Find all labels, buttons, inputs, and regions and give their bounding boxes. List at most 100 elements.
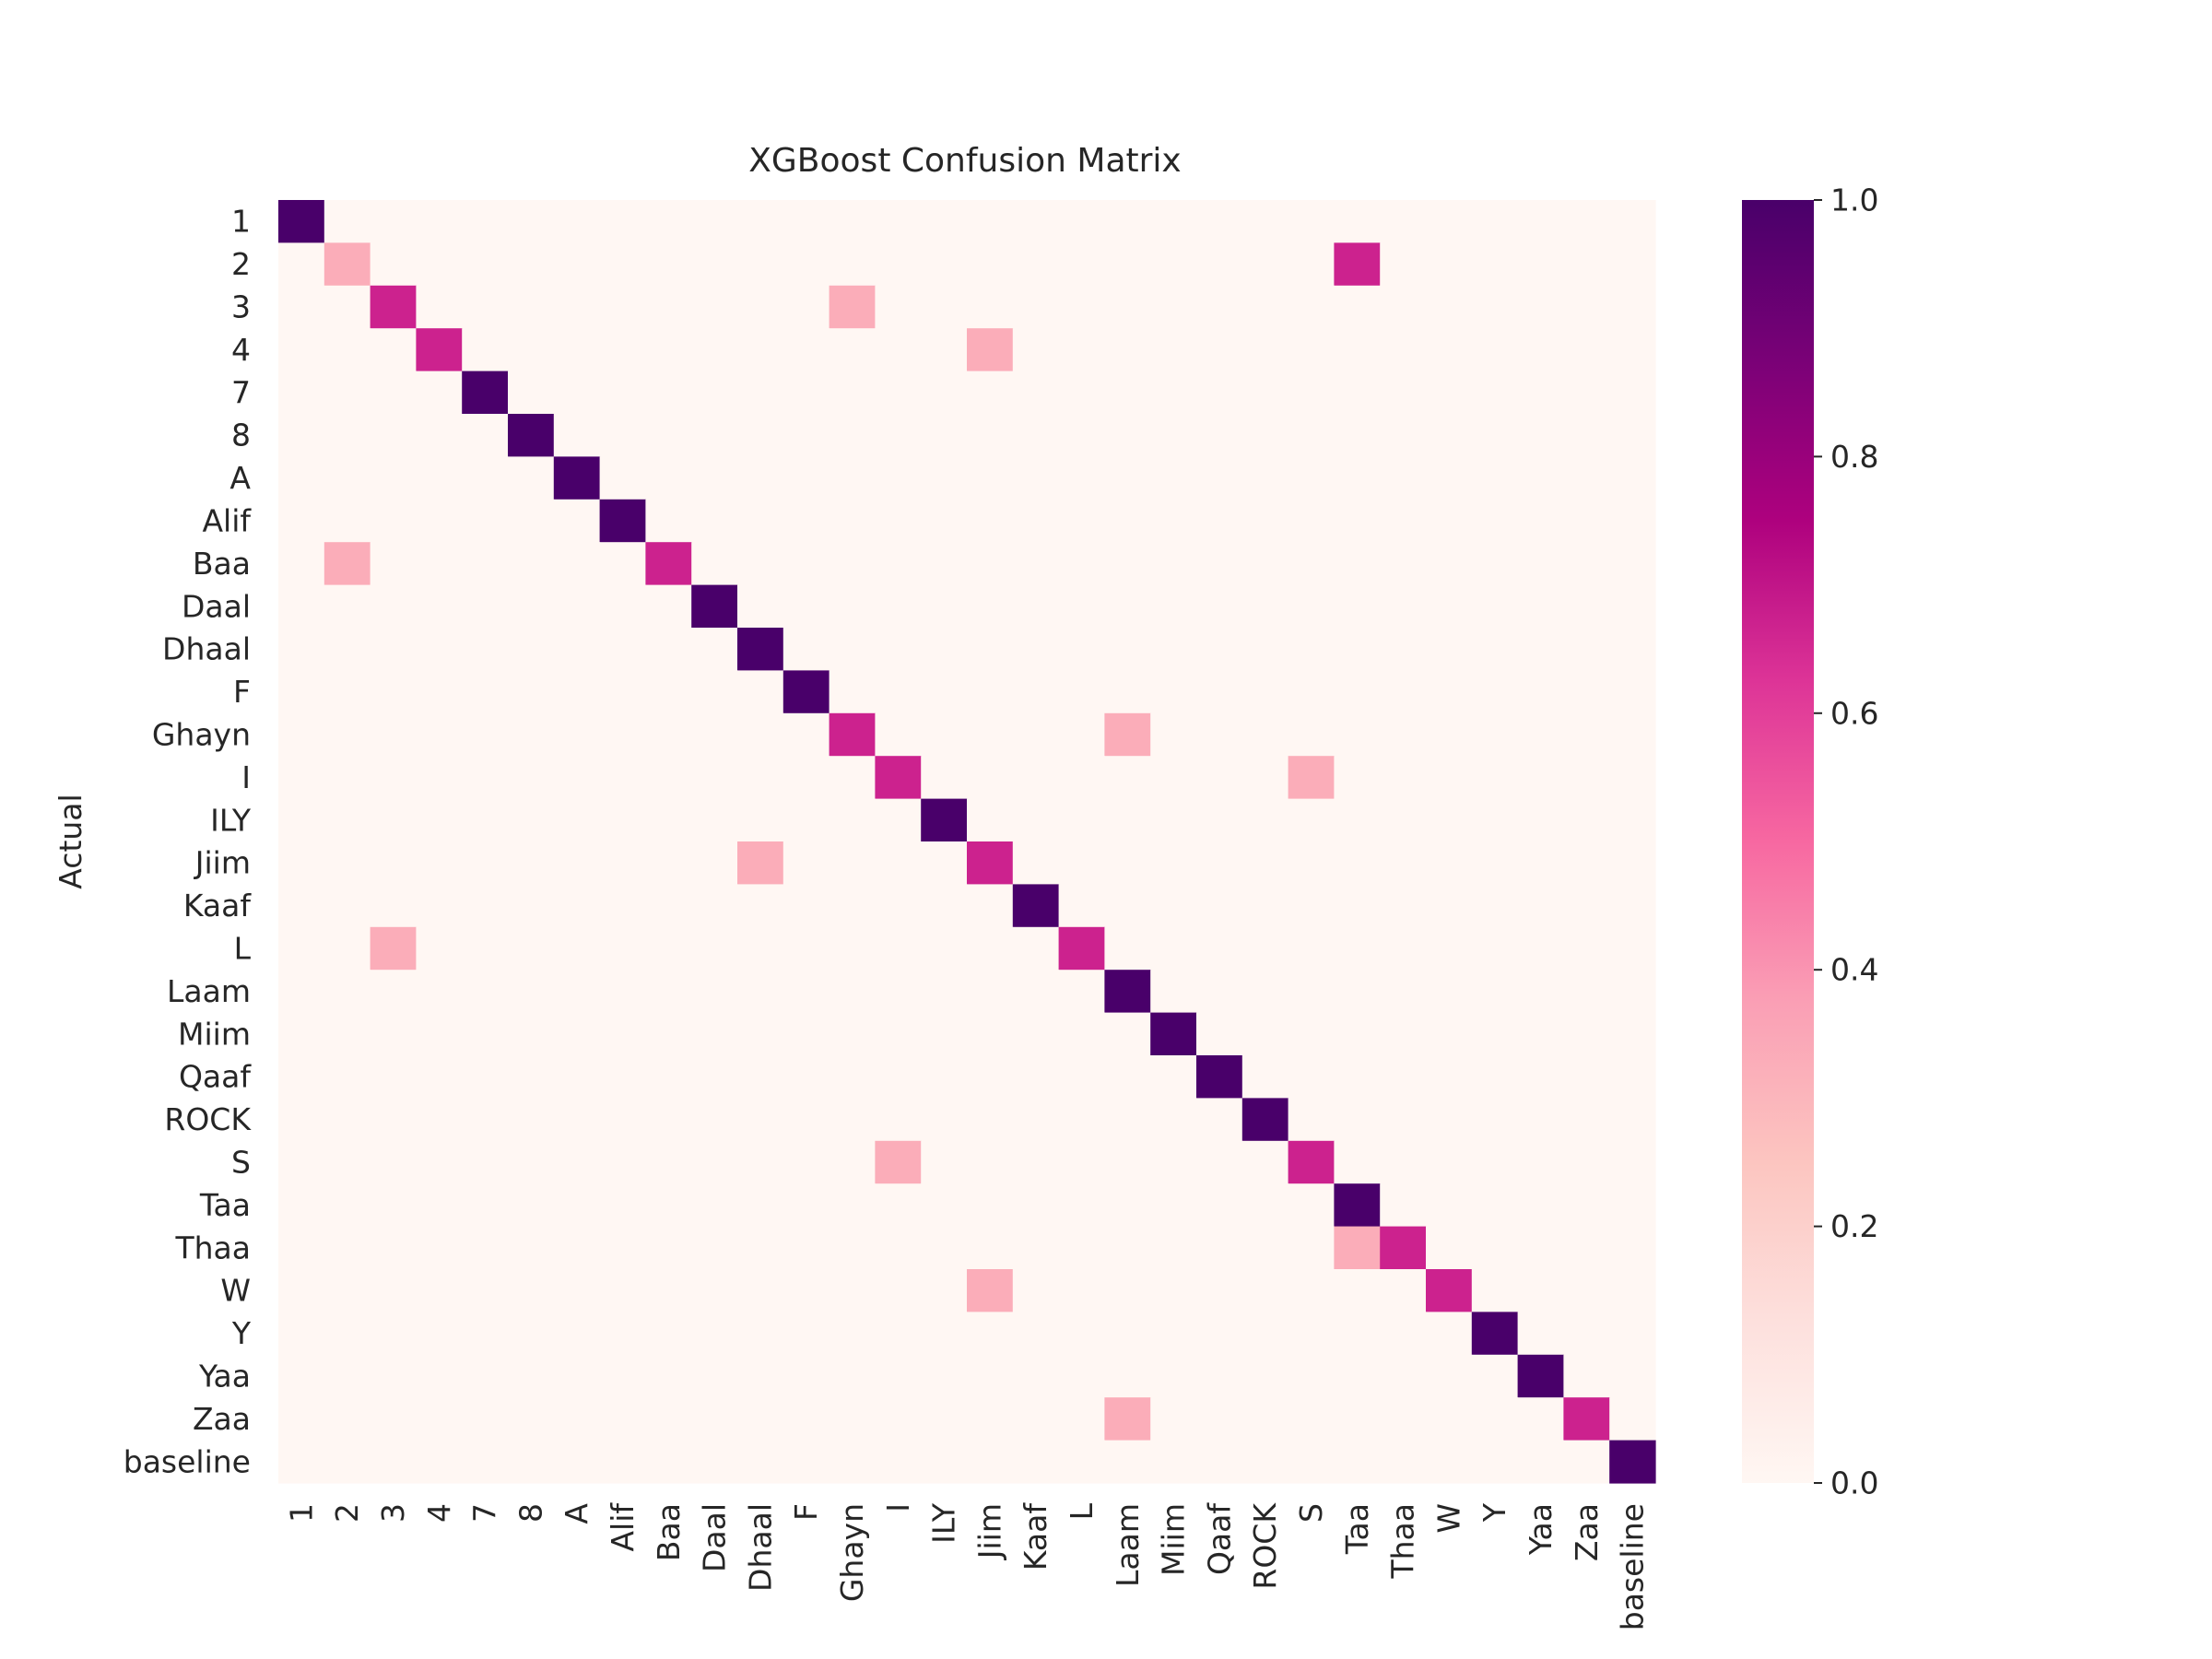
heatmap-cell	[875, 1397, 922, 1441]
heatmap-cell	[416, 242, 463, 287]
heatmap-cell	[324, 242, 371, 287]
chart-title: XGBoost Confusion Matrix	[748, 142, 1181, 180]
heatmap-cell	[645, 670, 692, 714]
heatmap-cell	[1471, 756, 1519, 800]
heatmap-cell	[921, 1012, 968, 1056]
heatmap-cell	[645, 542, 692, 586]
heatmap-cell	[508, 798, 555, 842]
heatmap-cell	[1334, 1183, 1381, 1228]
heatmap-cell	[1334, 1140, 1381, 1184]
heatmap-cell	[1058, 200, 1105, 243]
heatmap-cell	[1288, 756, 1335, 800]
heatmap-cell	[1058, 1098, 1105, 1142]
heatmap-cell	[462, 456, 509, 500]
heatmap-cell	[1150, 670, 1197, 714]
heatmap-cell	[599, 798, 646, 842]
x-tick-label: baseline	[1615, 1503, 1651, 1630]
heatmap-cell	[1104, 1354, 1151, 1398]
heatmap-cell	[508, 499, 555, 543]
heatmap-cell	[1196, 1354, 1243, 1398]
y-axis-label: Actual	[53, 794, 88, 888]
heatmap-cell	[416, 499, 463, 543]
heatmap-cell	[782, 499, 830, 543]
heatmap-cell	[875, 285, 922, 329]
heatmap-cell	[324, 371, 371, 415]
heatmap-cell	[324, 584, 371, 629]
heatmap-cell	[782, 1312, 830, 1356]
y-tick-label: A	[229, 460, 251, 496]
heatmap-cell	[324, 1183, 371, 1228]
heatmap-cell	[508, 414, 555, 457]
heatmap-cell	[1241, 242, 1289, 287]
x-tick-label: I	[880, 1503, 916, 1512]
colorbar-tick-label: 0.0	[1830, 1465, 1878, 1501]
heatmap-cell	[1426, 414, 1473, 457]
heatmap-cell	[1058, 712, 1105, 757]
heatmap-cell	[1609, 926, 1656, 971]
heatmap-cell	[1288, 285, 1335, 329]
heatmap-cell	[645, 414, 692, 457]
heatmap-cell	[508, 242, 555, 287]
heatmap-cell	[1012, 1269, 1060, 1312]
heatmap-cell	[278, 1269, 325, 1312]
x-tick-label: 3	[375, 1503, 411, 1523]
heatmap-cell	[829, 1269, 876, 1312]
heatmap-cell	[1609, 798, 1656, 842]
heatmap-cell	[875, 1269, 922, 1312]
heatmap-cell	[967, 841, 1014, 885]
x-tick-label: Y	[1477, 1502, 1512, 1523]
heatmap-cell	[1104, 1183, 1151, 1228]
heatmap-cell	[1058, 1183, 1105, 1228]
heatmap-cell	[829, 841, 876, 885]
heatmap-cell	[1288, 670, 1335, 714]
heatmap-cell	[553, 798, 601, 842]
heatmap-cell	[370, 926, 417, 971]
y-tick-label: 7	[231, 374, 251, 410]
heatmap-cell	[1471, 1312, 1519, 1356]
heatmap-cell	[645, 1269, 692, 1312]
y-tick-labels: 1 2 3 4 7 8 A Alif Baa Daal Dhaal F Ghayn I ILY Jiim Kaa…	[124, 204, 253, 1480]
x-tick-label: Zaa	[1569, 1503, 1605, 1561]
heatmap-cell	[737, 1440, 784, 1484]
heatmap-cell	[829, 1183, 876, 1228]
heatmap-cell	[875, 756, 922, 800]
heatmap-cell	[782, 542, 830, 586]
heatmap-cell	[1288, 1269, 1335, 1312]
heatmap-cell	[737, 756, 784, 800]
heatmap-cell	[1288, 328, 1335, 372]
heatmap-cell	[1104, 1312, 1151, 1356]
heatmap-cell	[370, 371, 417, 415]
x-tick-label: Alif	[605, 1502, 641, 1552]
heatmap-cell	[462, 670, 509, 714]
heatmap-cell	[462, 798, 509, 842]
heatmap-cell	[829, 542, 876, 586]
heatmap-cell	[278, 1226, 325, 1270]
heatmap-cell	[782, 1140, 830, 1184]
heatmap-cell	[1196, 1397, 1243, 1441]
heatmap-cell	[599, 756, 646, 800]
heatmap-cell	[1563, 884, 1610, 928]
heatmap-cell	[1058, 499, 1105, 543]
heatmap-cell	[1150, 1397, 1197, 1441]
heatmap-cell	[553, 970, 601, 1014]
heatmap-cell	[1426, 1312, 1473, 1356]
heatmap-cell	[1012, 1055, 1060, 1099]
heatmap-cell	[1241, 1354, 1289, 1398]
x-tick-label: Baa	[651, 1503, 687, 1561]
heatmap-cell	[921, 970, 968, 1014]
heatmap-cell	[1471, 1269, 1519, 1312]
heatmap-cell	[324, 499, 371, 543]
y-tick-label: Alif	[202, 503, 252, 539]
heatmap-cell	[1426, 200, 1473, 243]
x-tick-label: Miim	[1156, 1503, 1192, 1576]
heatmap-cell	[645, 499, 692, 543]
x-tick-label: Dhaal	[742, 1503, 778, 1592]
heatmap-cell	[599, 1269, 646, 1312]
heatmap-cell	[278, 841, 325, 885]
heatmap-cell	[324, 1354, 371, 1398]
heatmap-cell	[1012, 926, 1060, 971]
heatmap-cell	[1241, 628, 1289, 671]
heatmap-cell	[1288, 628, 1335, 671]
heatmap-cell	[324, 670, 371, 714]
heatmap-cell	[462, 1226, 509, 1270]
